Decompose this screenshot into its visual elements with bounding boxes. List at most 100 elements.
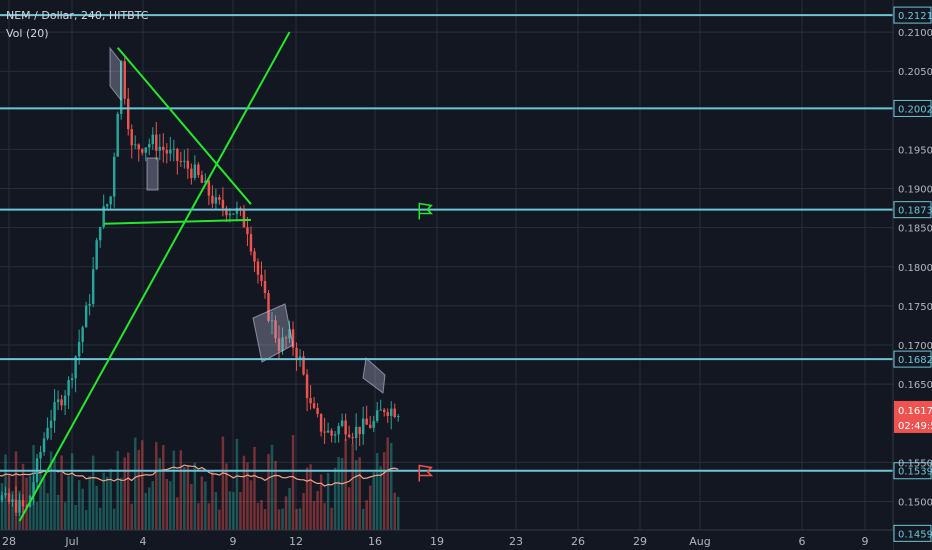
level-label-box [893, 201, 932, 219]
candle-body [165, 150, 169, 154]
chart-legend: NEM / Dollar, 240, HITBTC Vol (20) [6, 7, 148, 43]
volume-bar [126, 452, 130, 530]
volume-bar [11, 491, 14, 530]
candle-body [169, 149, 172, 154]
candle-body [333, 434, 337, 436]
candle-body [130, 129, 133, 146]
volume-bar [25, 477, 28, 530]
candle-body [330, 430, 333, 436]
time-axis[interactable]: 28 Jul 4 9 12 16 19 23 26 29 Aug 6 9 [0, 529, 893, 550]
volume-bar [235, 438, 239, 530]
volume-bar [207, 503, 211, 530]
volume-bar [116, 451, 119, 530]
volume-bar [130, 503, 133, 530]
candle-body [105, 204, 109, 207]
candle-body [347, 434, 351, 438]
candle-body [204, 180, 207, 183]
level-label-box [893, 350, 932, 368]
volume-bar [95, 486, 98, 530]
candle-body [354, 426, 358, 439]
volume-bar [270, 444, 274, 530]
volume-bar [214, 492, 218, 530]
candle-body [319, 413, 323, 432]
candle-body [218, 197, 221, 200]
pattern-zone [362, 357, 386, 394]
candle-body [207, 180, 211, 196]
candle-body [309, 398, 312, 404]
candle-body [267, 293, 270, 321]
volume-bar [56, 494, 60, 530]
volume-bar [260, 499, 263, 530]
candle-body [4, 493, 7, 496]
level-label-box [893, 99, 932, 117]
volume-bar [351, 443, 354, 530]
flag-icon[interactable] [418, 202, 434, 220]
candle-body [158, 146, 162, 151]
volume-bar [211, 471, 214, 530]
volume-bar [340, 457, 344, 530]
candle-body [372, 421, 375, 428]
volume-bar [337, 457, 340, 530]
volume-bar [91, 455, 95, 530]
volume-bar [323, 503, 326, 530]
volume-bar [358, 457, 361, 530]
volume-bar [256, 502, 260, 530]
level-label-box [893, 462, 932, 480]
candle-body [84, 305, 88, 328]
candle-body [56, 399, 60, 403]
trendline[interactable] [103, 218, 251, 225]
candle-body [190, 168, 193, 179]
candle-body [295, 347, 298, 360]
candle-body [14, 499, 18, 513]
flag-markers[interactable] [418, 202, 434, 482]
trendline[interactable] [116, 47, 252, 205]
volume-bar [330, 507, 333, 530]
candle-body [281, 337, 284, 351]
flag-icon[interactable] [418, 464, 434, 482]
candle-body [249, 234, 253, 252]
trendline[interactable] [18, 31, 291, 522]
volume-bar [375, 453, 379, 530]
volume-bar [165, 478, 169, 530]
candle-body [365, 418, 368, 425]
volume-bar [274, 460, 277, 530]
volume-bar [119, 477, 123, 530]
candle-body [77, 341, 81, 357]
candle-body [323, 431, 326, 433]
volume-bar [246, 462, 249, 530]
volume-bar [84, 509, 88, 530]
trendlines[interactable] [18, 31, 291, 522]
candle-body [95, 240, 98, 270]
volume-ma [0, 464, 399, 487]
candle-body [246, 227, 249, 235]
candle-body [81, 327, 84, 342]
volume-bar [112, 508, 116, 530]
candle-body [144, 147, 147, 153]
candle-body [214, 197, 218, 204]
time-tick-label: 9 [230, 535, 237, 548]
volume-bar [176, 497, 179, 530]
volume-bar [281, 508, 284, 530]
volume-bar [123, 457, 126, 530]
candle-body [253, 251, 256, 262]
volume-bar [60, 455, 63, 530]
volume-bar [77, 480, 81, 530]
volume-bar [49, 451, 53, 530]
candle-body [98, 227, 102, 241]
candle-body [148, 143, 151, 148]
volume-bar [46, 493, 49, 530]
volume-bar [141, 440, 144, 530]
last-price-badge [894, 400, 932, 433]
volume-bar [288, 487, 291, 530]
volume-bar [74, 504, 77, 530]
volume-bar [98, 507, 102, 530]
candle-body [351, 437, 354, 439]
candle-body [316, 407, 319, 414]
candle-body [134, 144, 137, 146]
volume-bar [137, 450, 140, 530]
